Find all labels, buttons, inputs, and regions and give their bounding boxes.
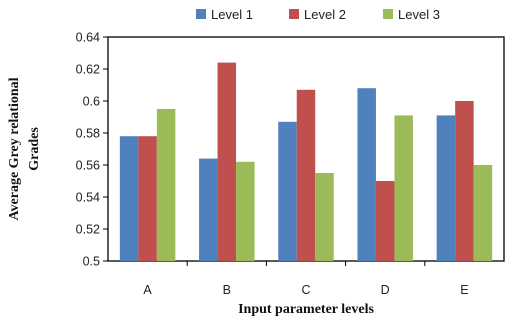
bar-d-level-2 [375,181,395,261]
y-tick-label: 0.6 [83,95,100,109]
x-tick-label: C [301,283,310,297]
x-axis-ticks: A B C D E [143,261,469,297]
bar-a-level-3 [156,109,176,261]
bar-d-level-1 [357,88,376,261]
x-tick-label: B [223,283,231,297]
bar-b-level-2 [217,62,237,261]
legend: Level 1 Level 2 Level 3 [196,7,440,22]
y-axis-title-line-1: Average Grey relational [7,77,22,220]
x-tick-label: E [460,283,468,297]
legend-label: Level 3 [398,7,440,22]
y-axis-title: Average Grey relational Grades [7,77,42,220]
bar-e-level-3 [473,165,493,261]
x-tick-label: A [143,283,152,297]
x-tick-label: D [381,283,390,297]
legend-swatch [196,9,206,19]
y-tick-label: 0.62 [76,63,100,77]
bar-c-level-2 [296,89,316,261]
bar-e-level-2 [455,101,474,261]
y-tick-label: 0.54 [76,191,100,205]
legend-swatch [383,9,393,19]
bars [119,62,493,262]
y-axis-title-line-2: Grades [27,127,42,171]
y-tick-label: 0.58 [76,127,100,141]
bar-e-level-1 [436,115,456,262]
legend-label: Level 1 [211,7,253,22]
y-tick-label: 0.52 [76,223,100,237]
bar-b-level-1 [199,158,218,261]
bar-d-level-3 [394,115,413,262]
bar-b-level-3 [236,161,255,261]
bar-c-level-1 [278,121,297,261]
bar-c-level-3 [315,173,334,261]
legend-swatch [289,9,299,19]
plot-area: 0.5 0.52 0.54 0.56 0.58 0.6 0.62 0.64 A B C D E [76,31,505,297]
bar-a-level-1 [119,136,139,261]
y-tick-label: 0.5 [83,255,100,269]
y-axis-ticks: 0.5 0.52 0.54 0.56 0.58 0.6 0.62 0.64 [76,31,108,269]
x-axis-title: Input parameter levels [238,302,374,317]
y-tick-label: 0.56 [76,159,100,173]
y-tick-label: 0.64 [76,31,100,45]
bar-a-level-2 [138,136,157,261]
legend-label: Level 2 [304,7,346,22]
